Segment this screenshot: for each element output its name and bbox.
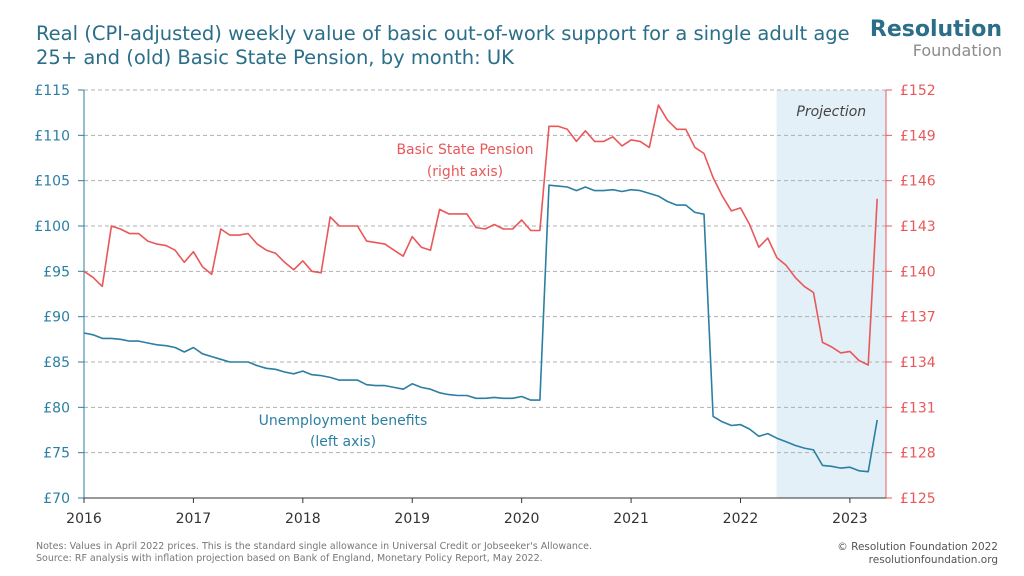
projection-label: Projection [796, 104, 866, 120]
series-label-unemployment: Unemployment benefits [259, 413, 428, 429]
y-right-tick-label: £140 [900, 264, 936, 280]
x-tick-label: 2018 [285, 511, 321, 527]
y-right-tick-label: £131 [900, 400, 936, 416]
y-left-tick-label: £100 [34, 219, 70, 235]
y-right-tick-label: £146 [900, 174, 936, 190]
logo-line-2: Foundation [912, 41, 1002, 60]
y-right-tick-label: £137 [900, 310, 936, 326]
x-tick-label: 2021 [613, 511, 649, 527]
y-right-tick-label: £134 [900, 355, 936, 371]
y-left-tick-label: £80 [43, 400, 70, 416]
y-left-tick-label: £70 [43, 491, 70, 507]
source-line: Source: RF analysis with inflation proje… [36, 553, 543, 564]
x-tick-label: 2016 [66, 511, 102, 527]
series-label-unemployment-axis: (left axis) [310, 434, 376, 450]
y-left-tick-label: £115 [34, 83, 70, 99]
x-tick-label: 2023 [832, 511, 868, 527]
credit: © Resolution Foundation 2022 resolutionf… [837, 541, 998, 567]
chart-title: Real (CPI-adjusted) weekly value of basi… [36, 22, 850, 69]
x-tick-label: 2020 [504, 511, 540, 527]
y-left-tick-label: £105 [34, 174, 70, 190]
y-left-tick-label: £85 [43, 355, 70, 371]
y-right-tick-label: £128 [900, 446, 936, 462]
y-right-tick-label: £125 [900, 491, 936, 507]
x-tick-label: 2019 [394, 511, 430, 527]
axes: £70 £125 £75 £128 £80 £131 £85 £134 £90 £137 £95 £1… [34, 83, 935, 527]
y-left-tick-label: £75 [43, 446, 70, 462]
series-label-pension-axis: (right axis) [427, 164, 503, 180]
notes-line-1: Notes: Values in April 2022 prices. This… [36, 541, 593, 552]
y-right-tick-label: £149 [900, 128, 936, 144]
y-left-tick-label: £110 [34, 128, 70, 144]
logo-line-1: Resolution [869, 17, 1002, 42]
copyright: © Resolution Foundation 2022 [837, 541, 998, 553]
x-tick-label: 2022 [723, 511, 759, 527]
resolution-foundation-logo: Resolution Foundation [870, 18, 1002, 60]
series-lines [83, 104, 878, 473]
y-right-tick-label: £152 [900, 83, 936, 99]
unemployment-line [83, 184, 878, 473]
y-left-tick-label: £90 [43, 310, 70, 326]
notes: Notes: Values in April 2022 prices. This… [36, 541, 592, 565]
website: resolutionfoundation.org [868, 554, 998, 566]
pension-line [83, 104, 878, 366]
projection-shade [776, 90, 886, 498]
y-left-tick-label: £95 [43, 264, 70, 280]
grid [84, 89, 886, 454]
series-label-pension: Basic State Pension [396, 142, 533, 158]
y-right-tick-label: £143 [900, 219, 936, 235]
x-tick-label: 2017 [176, 511, 212, 527]
